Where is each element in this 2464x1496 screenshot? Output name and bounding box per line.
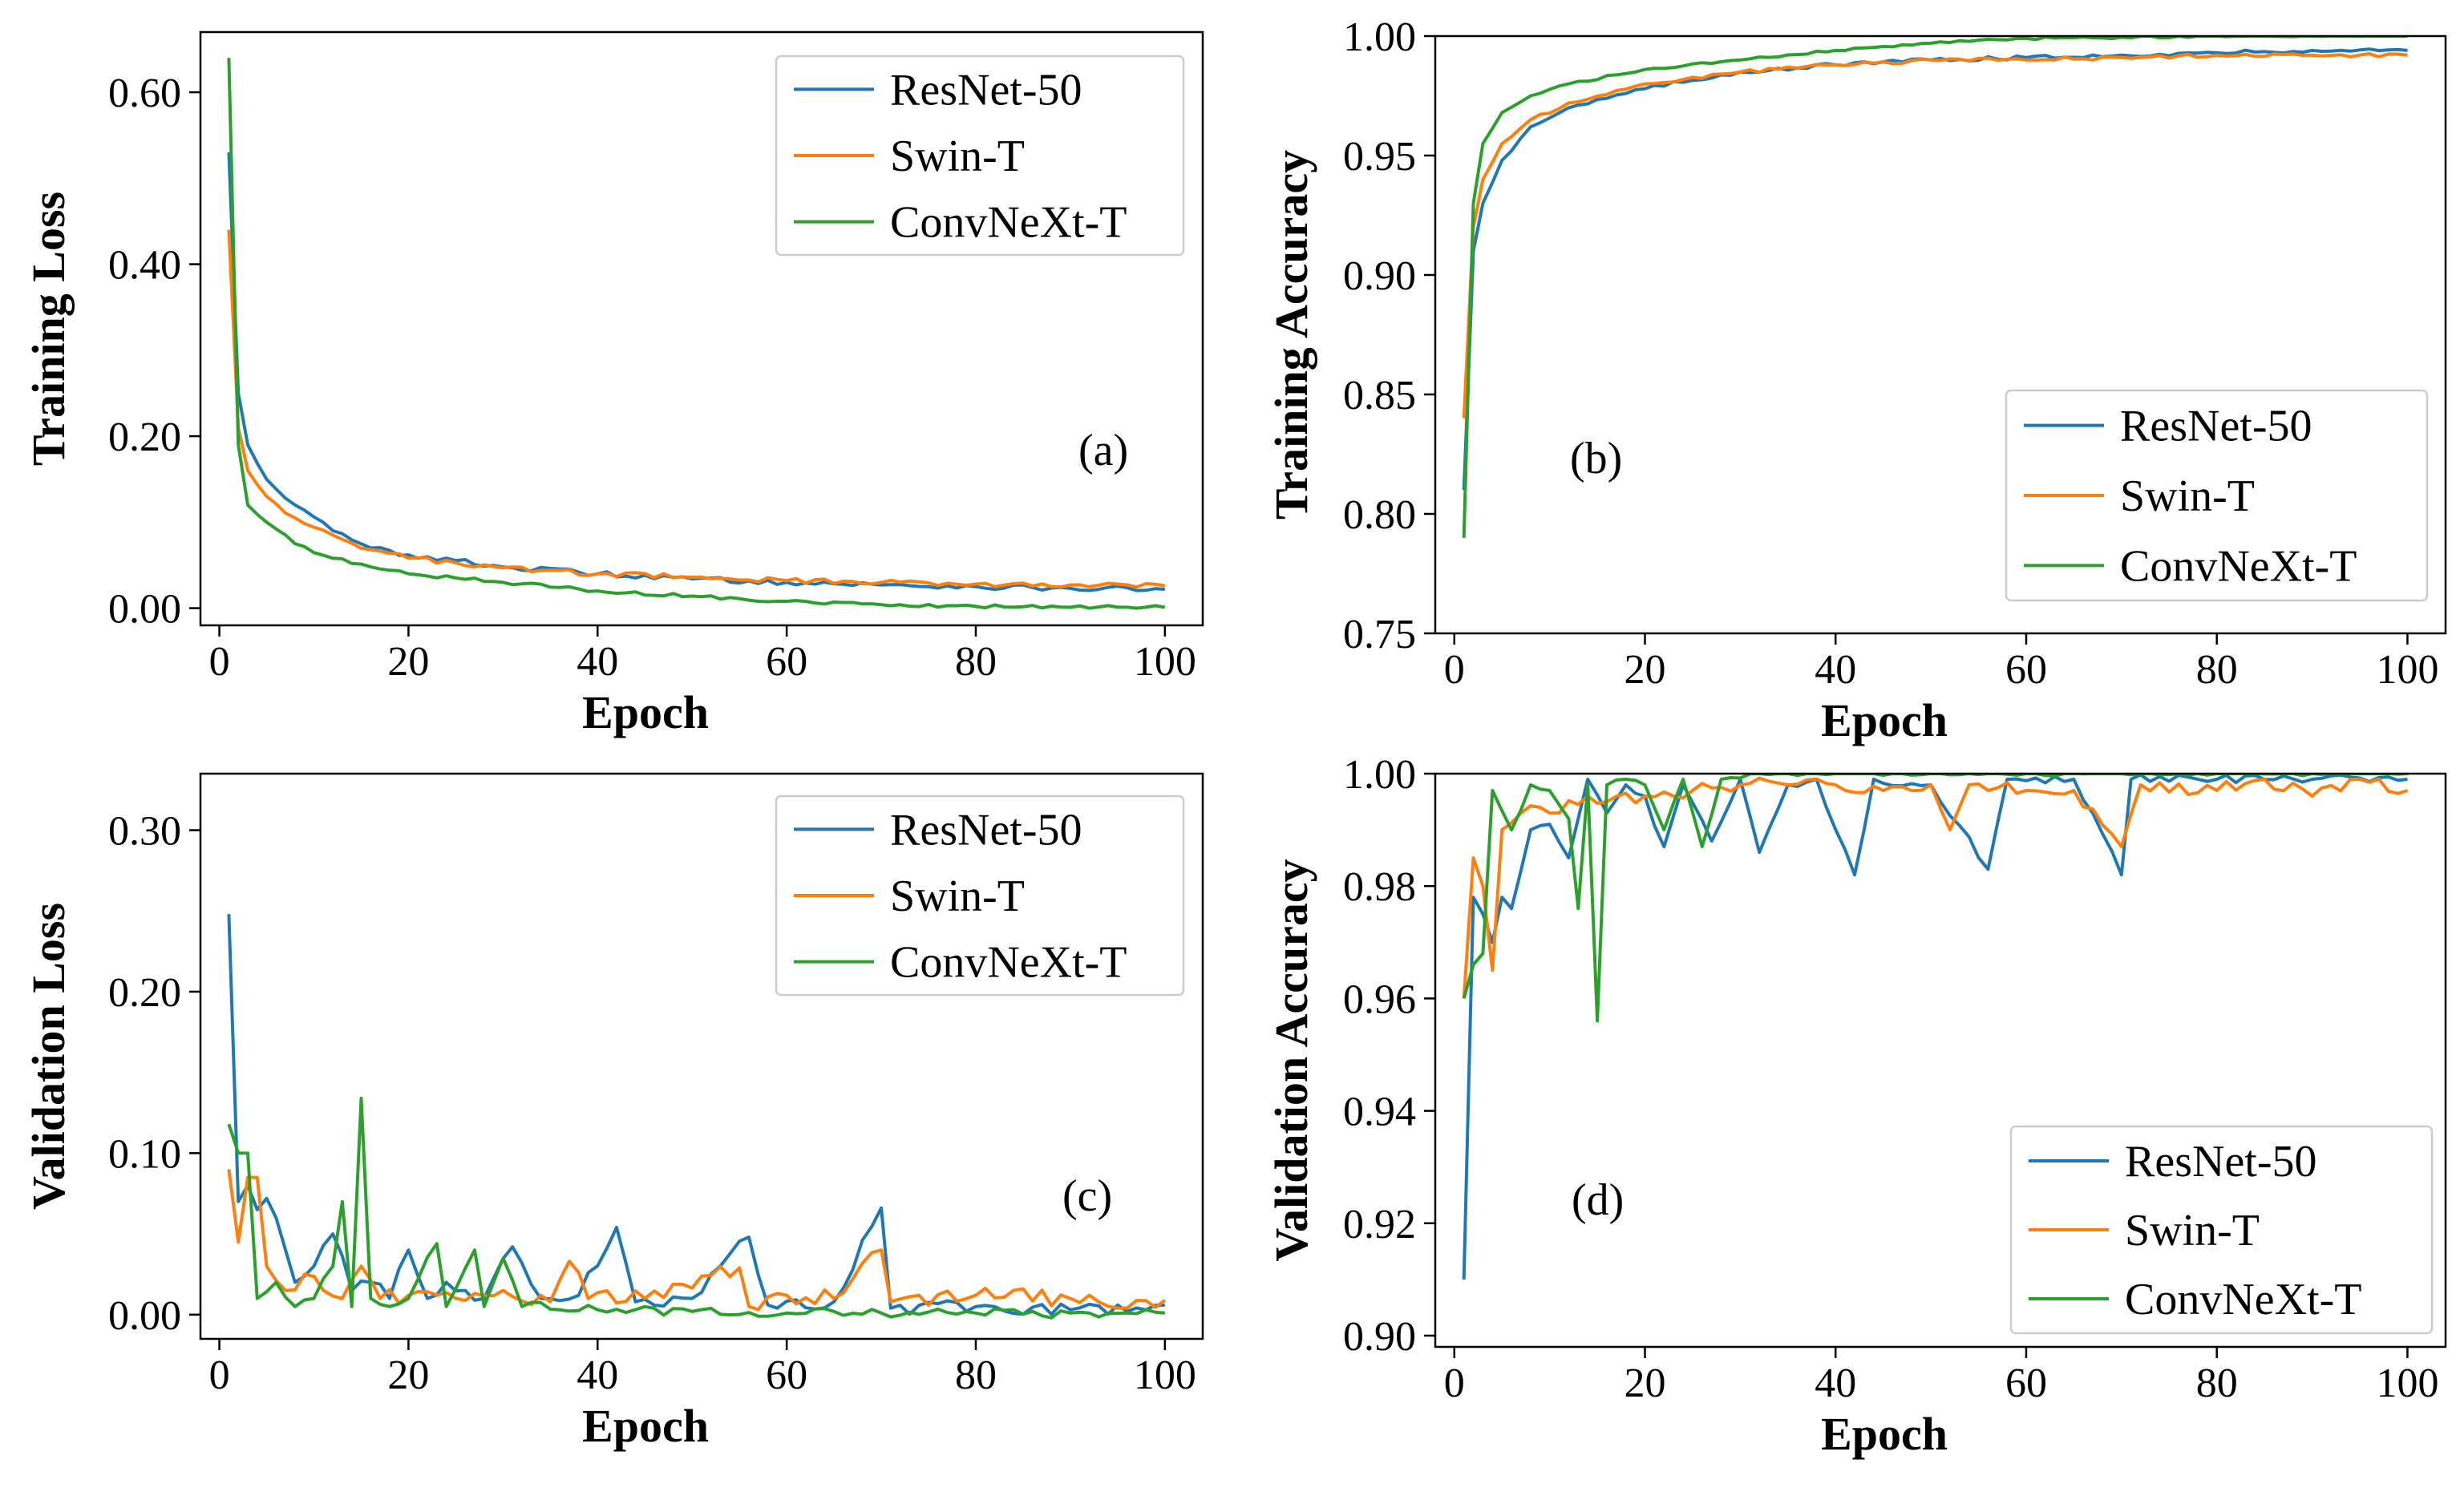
x-tick-label: 60 <box>766 1352 807 1398</box>
x-tick-label: 40 <box>1815 1361 1856 1406</box>
x-tick-label: 40 <box>1815 647 1856 693</box>
axes-frame <box>199 772 1204 1340</box>
x-tick-label: 100 <box>1134 639 1196 685</box>
y-tick-label: 0.92 <box>1343 1202 1416 1247</box>
x-tick-label: 20 <box>387 1352 429 1398</box>
x-tick-label: 80 <box>2196 1361 2238 1406</box>
panel-tag: (b) <box>1570 434 1622 483</box>
x-tick-label: 80 <box>955 1352 997 1398</box>
series-line-swin-t <box>227 229 1166 589</box>
panel-tag: (d) <box>1572 1175 1624 1225</box>
y-tick-label: 1.00 <box>1343 14 1416 60</box>
x-tick-label: 60 <box>2005 1361 2047 1406</box>
series-line-convnext-t <box>1462 774 2408 1023</box>
y-axis-label: Validation Loss <box>22 903 75 1210</box>
x-tick-label: 60 <box>766 639 807 685</box>
x-tick-label: 20 <box>387 639 429 685</box>
y-tick-label: 0.00 <box>108 1293 181 1339</box>
series-lines <box>1462 774 2409 1280</box>
y-tick-label: 0.98 <box>1343 864 1416 910</box>
series-line-convnext-t <box>227 58 1166 610</box>
legend-entry: ConvNeXt-T <box>890 938 1127 988</box>
y-axis-label: Training Loss <box>22 192 75 466</box>
legend-box <box>775 55 1185 257</box>
y-tick-label: 0.85 <box>1343 373 1416 418</box>
x-tick-label: 0 <box>209 639 230 685</box>
x-tick-label: 80 <box>955 639 997 685</box>
x-tick-label: 40 <box>577 1352 618 1398</box>
axes-frame <box>199 30 1204 627</box>
y-tick-label: 0.10 <box>108 1131 181 1177</box>
axes-frame <box>1434 34 2447 635</box>
series-line-swin-t <box>227 1169 1167 1312</box>
x-tick-label: 20 <box>1624 1361 1666 1406</box>
x-tick-label: 80 <box>2196 647 2238 693</box>
series-line-swin-t <box>1462 776 2409 999</box>
y-tick-label: 0.94 <box>1343 1090 1416 1135</box>
y-tick-label: 0.96 <box>1343 976 1416 1022</box>
legend: ResNet-50 Swin-T ConvNeXt-T <box>775 794 1185 997</box>
legend-entry: ResNet-50 <box>890 65 1082 115</box>
axes-frame <box>1434 772 2447 1348</box>
y-axis-label: Validation Accuracy <box>1265 859 1317 1261</box>
legend-box <box>2005 389 2429 602</box>
legend-entry: Swin-T <box>890 131 1025 181</box>
x-tick-label: 0 <box>1444 1361 1465 1406</box>
legend-box <box>2009 1125 2434 1335</box>
x-axis-label: Epoch <box>1821 694 1948 746</box>
y-tick-label: 0.95 <box>1343 134 1416 180</box>
y-tick-label: 0.75 <box>1343 612 1416 657</box>
panel-tag: (a) <box>1078 426 1128 475</box>
chart-panel-d: 0 20 40 60 80 100 0.90 0.92 0.94 0.96 0.98 1.00 Epoc… <box>1265 752 2447 1460</box>
legend-entry: Swin-T <box>2120 471 2255 521</box>
legend: ResNet-50 Swin-T ConvNeXt-T <box>2009 1125 2434 1335</box>
legend-entry: ResNet-50 <box>2120 402 2312 451</box>
series-line-resnet-50 <box>227 914 1165 1316</box>
legend-entry: ConvNeXt-T <box>2125 1275 2362 1324</box>
legend-entry: ConvNeXt-T <box>2120 541 2357 591</box>
series-lines <box>227 914 1167 1320</box>
legend: ResNet-50 Swin-T ConvNeXt-T <box>775 55 1185 257</box>
legend-entry: ResNet-50 <box>890 805 1082 855</box>
chart-panel-a: 0 20 40 60 80 100 0.00 0.20 0.40 0.60 Epoch Trainin… <box>22 30 1204 738</box>
series-line-swin-t <box>1462 52 2408 418</box>
series-lines <box>227 58 1166 610</box>
legend-entry: Swin-T <box>890 871 1025 921</box>
y-tick-label: 0.20 <box>108 414 181 460</box>
chart-panel-c: 0 20 40 60 80 100 0.00 0.10 0.20 0.30 Epoch Validat… <box>22 772 1204 1452</box>
x-tick-label: 40 <box>577 639 618 685</box>
y-tick-label: 0.40 <box>108 243 181 289</box>
y-tick-label: 0.90 <box>1343 1314 1416 1360</box>
y-tick-label: 0.90 <box>1343 253 1416 299</box>
chart-panel-b: 0 20 40 60 80 100 0.75 0.80 0.85 0.90 0.95 1.00 Epoc… <box>1265 14 2447 746</box>
x-tick-label: 20 <box>1624 647 1666 693</box>
x-axis-label: Epoch <box>1821 1408 1948 1460</box>
x-tick-label: 100 <box>2376 647 2438 693</box>
x-tick-label: 0 <box>209 1352 230 1398</box>
y-tick-label: 0.30 <box>108 809 181 855</box>
x-tick-label: 0 <box>1444 647 1465 693</box>
legend-entry: ResNet-50 <box>2125 1137 2317 1187</box>
panel-tag: (c) <box>1062 1171 1112 1221</box>
y-tick-label: 1.00 <box>1343 752 1416 798</box>
y-tick-label: 0.20 <box>108 970 181 1016</box>
x-tick-label: 100 <box>1134 1352 1196 1398</box>
legend-entry: ConvNeXt-T <box>890 198 1127 248</box>
legend-box <box>775 794 1185 997</box>
series-line-convnext-t <box>227 1096 1165 1320</box>
x-tick-label: 60 <box>2005 647 2047 693</box>
legend-entry: Swin-T <box>2125 1206 2260 1255</box>
y-axis-label: Training Accuracy <box>1265 150 1317 520</box>
y-tick-label: 0.60 <box>108 71 181 116</box>
x-tick-label: 100 <box>2376 1361 2438 1406</box>
x-axis-label: Epoch <box>582 686 709 738</box>
x-axis-label: Epoch <box>582 1400 709 1452</box>
legend: ResNet-50 Swin-T ConvNeXt-T <box>2005 389 2429 602</box>
y-tick-label: 0.00 <box>108 587 181 633</box>
y-tick-label: 0.80 <box>1343 492 1416 538</box>
